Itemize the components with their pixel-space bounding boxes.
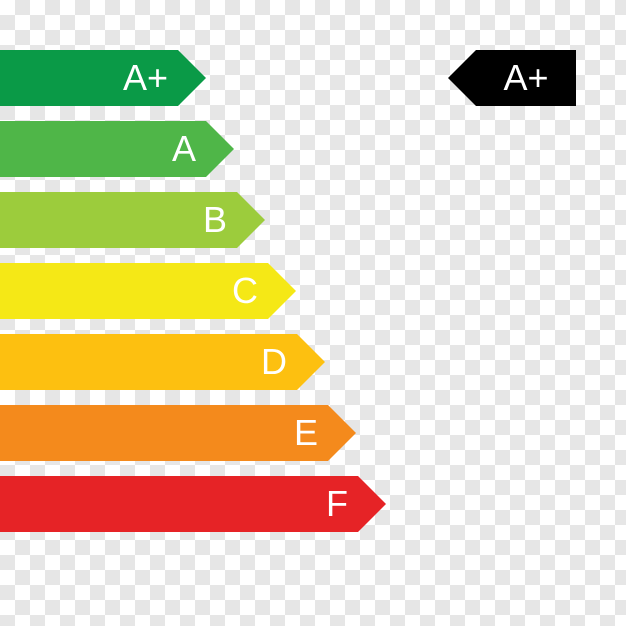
rating-bar: C [0, 263, 296, 319]
indicator-arrow-left-icon [448, 50, 476, 106]
rating-bar-body: C [0, 263, 268, 319]
indicator-label: A+ [503, 60, 548, 96]
rating-bar-label: B [203, 202, 227, 238]
rating-bar: D [0, 334, 325, 390]
rating-bar-label: D [261, 344, 287, 380]
rating-bar: F [0, 476, 386, 532]
rating-bar-arrow-icon [206, 121, 234, 177]
rating-bar: A [0, 121, 234, 177]
rating-bar-arrow-icon [358, 476, 386, 532]
rating-bar: A+ [0, 50, 206, 106]
rating-bar-label: C [232, 273, 258, 309]
rating-bar-body: E [0, 405, 328, 461]
rating-bar: B [0, 192, 265, 248]
rating-bar-body: F [0, 476, 358, 532]
rating-bar-label: A+ [123, 60, 168, 96]
rating-bar-body: D [0, 334, 297, 390]
rating-bar: E [0, 405, 356, 461]
rating-bar-arrow-icon [237, 192, 265, 248]
rating-bar-arrow-icon [178, 50, 206, 106]
rating-bar-body: A+ [0, 50, 178, 106]
rating-bar-body: B [0, 192, 237, 248]
rating-bar-label: F [326, 486, 348, 522]
selected-rating-indicator: A+ [448, 50, 576, 106]
energy-rating-diagram: A+ABCDEF A+ [0, 0, 626, 626]
rating-bar-body: A [0, 121, 206, 177]
rating-bar-arrow-icon [268, 263, 296, 319]
rating-bar-arrow-icon [297, 334, 325, 390]
rating-bar-arrow-icon [328, 405, 356, 461]
indicator-body: A+ [476, 50, 576, 106]
rating-bar-label: E [294, 415, 318, 451]
rating-bar-label: A [172, 131, 196, 167]
